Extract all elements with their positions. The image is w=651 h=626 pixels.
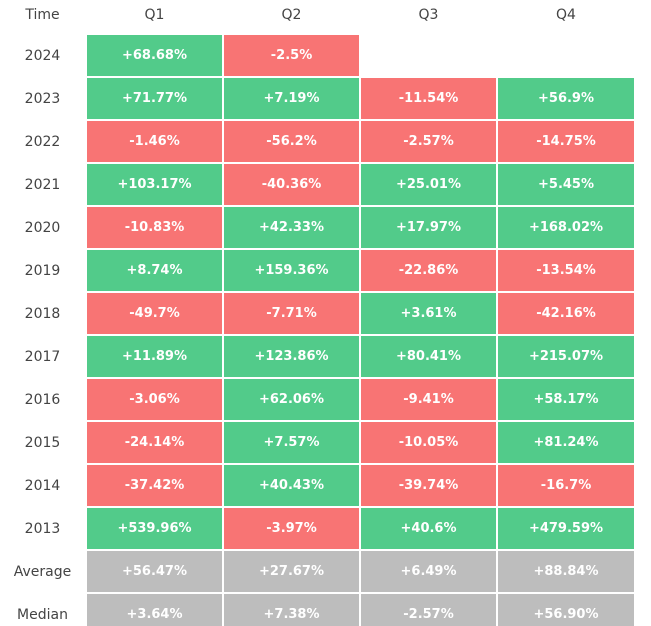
return-cell: +3.61% xyxy=(361,293,496,334)
return-cell: -42.16% xyxy=(498,293,634,334)
return-cell: +8.74% xyxy=(87,250,222,291)
return-cell: +479.59% xyxy=(498,508,634,549)
row-label: 2022 xyxy=(24,133,61,150)
row-label: 2018 xyxy=(24,305,61,322)
row-label: 2023 xyxy=(24,90,61,107)
return-cell: +71.77% xyxy=(87,78,222,119)
column-header: Q3 xyxy=(418,7,439,23)
return-cell: +539.96% xyxy=(87,508,222,549)
return-cell: -7.71% xyxy=(224,293,359,334)
return-cell: +58.17% xyxy=(498,379,634,420)
return-cell: +40.6% xyxy=(361,508,496,549)
summary-cell: +56.90% xyxy=(498,594,634,626)
return-cell: -40.36% xyxy=(224,164,359,205)
row-label: 2013 xyxy=(24,520,61,537)
return-cell: -13.54% xyxy=(498,250,634,291)
return-cell: -11.54% xyxy=(361,78,496,119)
column-header: Q1 xyxy=(144,7,165,23)
return-cell: -10.83% xyxy=(87,207,222,248)
return-cell: +17.97% xyxy=(361,207,496,248)
return-cell: +80.41% xyxy=(361,336,496,377)
return-cell: -14.75% xyxy=(498,121,634,162)
return-cell: +215.07% xyxy=(498,336,634,377)
summary-cell: +88.84% xyxy=(498,551,634,592)
row-label: 2017 xyxy=(24,348,61,365)
return-cell: -56.2% xyxy=(224,121,359,162)
return-cell: +25.01% xyxy=(361,164,496,205)
row-label: 2024 xyxy=(24,47,61,64)
return-cell: +159.36% xyxy=(224,250,359,291)
row-label: Median xyxy=(17,606,68,623)
row-label: 2019 xyxy=(24,262,61,279)
summary-cell: -2.57% xyxy=(361,594,496,626)
return-cell: -2.57% xyxy=(361,121,496,162)
row-label: 2021 xyxy=(24,176,61,193)
return-cell: -9.41% xyxy=(361,379,496,420)
return-cell: -24.14% xyxy=(87,422,222,463)
return-cell: -37.42% xyxy=(87,465,222,506)
row-label: 2016 xyxy=(24,391,61,408)
return-cell: +68.68% xyxy=(87,35,222,76)
row-label: 2020 xyxy=(24,219,61,236)
return-cell: -3.06% xyxy=(87,379,222,420)
return-cell: -2.5% xyxy=(224,35,359,76)
return-cell: +81.24% xyxy=(498,422,634,463)
return-cell: +5.45% xyxy=(498,164,634,205)
column-header: Q4 xyxy=(556,7,576,23)
return-cell: -16.7% xyxy=(498,465,634,506)
return-cell: +42.33% xyxy=(224,207,359,248)
return-cell: +40.43% xyxy=(224,465,359,506)
return-cell: -22.86% xyxy=(361,250,496,291)
return-cell: +56.9% xyxy=(498,78,634,119)
return-cell: -1.46% xyxy=(87,121,222,162)
return-cell: +123.86% xyxy=(224,336,359,377)
row-label: Average xyxy=(13,563,72,580)
return-cell: +7.57% xyxy=(224,422,359,463)
summary-cell: +6.49% xyxy=(361,551,496,592)
return-cell: +168.02% xyxy=(498,207,634,248)
summary-cell: +56.47% xyxy=(87,551,222,592)
row-label: 2015 xyxy=(24,434,61,451)
return-cell: -10.05% xyxy=(361,422,496,463)
return-cell: +11.89% xyxy=(87,336,222,377)
column-header: Time xyxy=(25,7,60,23)
summary-cell: +3.64% xyxy=(87,594,222,626)
return-cell: -49.7% xyxy=(87,293,222,334)
summary-cell: +27.67% xyxy=(224,551,359,592)
return-cell: +103.17% xyxy=(87,164,222,205)
column-header: Q2 xyxy=(281,7,302,23)
return-cell: -3.97% xyxy=(224,508,359,549)
summary-cell: +7.38% xyxy=(224,594,359,626)
return-cell: +62.06% xyxy=(224,379,359,420)
return-cell: -39.74% xyxy=(361,465,496,506)
row-label: 2014 xyxy=(24,477,61,494)
return-cell: +7.19% xyxy=(224,78,359,119)
